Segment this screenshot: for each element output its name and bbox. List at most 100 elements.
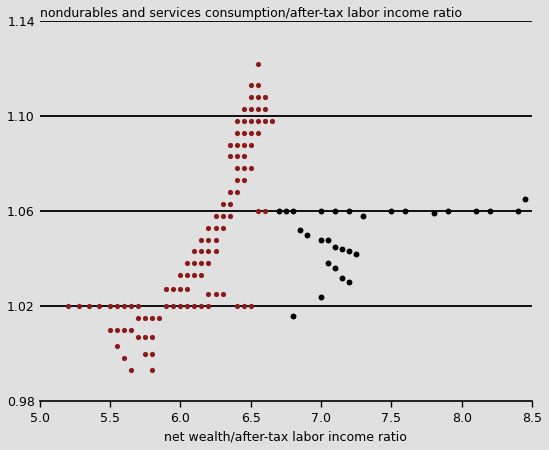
Point: [148, 350, 156, 357]
Point: [247, 129, 255, 136]
Point: [176, 302, 185, 310]
Point: [239, 153, 248, 160]
Point: [134, 302, 143, 310]
Point: [204, 236, 213, 243]
Point: [218, 212, 227, 220]
Point: [324, 236, 333, 243]
Point: [162, 302, 171, 310]
Point: [141, 333, 149, 341]
Point: [211, 248, 220, 255]
Point: [247, 302, 255, 310]
Point: [105, 326, 114, 333]
Point: [260, 105, 269, 112]
Point: [338, 246, 346, 253]
Point: [345, 248, 354, 255]
Point: [162, 286, 171, 293]
Point: [148, 367, 156, 374]
Point: [247, 165, 255, 172]
Point: [190, 260, 199, 267]
Point: [197, 260, 206, 267]
Point: [239, 117, 248, 125]
Point: [239, 141, 248, 148]
Point: [247, 81, 255, 89]
Point: [176, 272, 185, 279]
Point: [127, 367, 136, 374]
Point: [485, 207, 494, 215]
Point: [260, 117, 269, 125]
Point: [289, 312, 298, 319]
Point: [211, 212, 220, 220]
X-axis label: net wealth/after-tax labor income ratio: net wealth/after-tax labor income ratio: [165, 430, 407, 443]
Point: [232, 302, 241, 310]
Point: [232, 153, 241, 160]
Point: [330, 243, 339, 250]
Point: [204, 224, 213, 231]
Point: [239, 105, 248, 112]
Point: [253, 129, 262, 136]
Point: [232, 117, 241, 125]
Point: [247, 141, 255, 148]
Point: [401, 207, 410, 215]
Point: [218, 224, 227, 231]
Point: [338, 274, 346, 281]
Point: [443, 207, 452, 215]
Point: [520, 196, 529, 203]
Point: [183, 286, 192, 293]
Point: [218, 291, 227, 298]
Point: [148, 333, 156, 341]
Point: [113, 326, 121, 333]
Point: [176, 286, 185, 293]
Point: [295, 226, 304, 234]
Point: [239, 176, 248, 184]
Point: [85, 302, 93, 310]
Point: [232, 129, 241, 136]
Point: [317, 207, 326, 215]
Point: [324, 260, 333, 267]
Point: [232, 141, 241, 148]
Point: [183, 302, 192, 310]
Point: [204, 248, 213, 255]
Point: [239, 165, 248, 172]
Point: [155, 315, 164, 322]
Point: [113, 302, 121, 310]
Point: [330, 207, 339, 215]
Point: [141, 350, 149, 357]
Point: [94, 302, 103, 310]
Point: [211, 291, 220, 298]
Point: [120, 355, 128, 362]
Point: [197, 272, 206, 279]
Point: [247, 117, 255, 125]
Point: [232, 165, 241, 172]
Point: [247, 105, 255, 112]
Point: [253, 81, 262, 89]
Point: [120, 326, 128, 333]
Point: [247, 94, 255, 101]
Point: [253, 94, 262, 101]
Point: [75, 302, 83, 310]
Point: [345, 207, 354, 215]
Point: [260, 94, 269, 101]
Point: [345, 279, 354, 286]
Point: [197, 236, 206, 243]
Point: [239, 129, 248, 136]
Point: [169, 302, 178, 310]
Point: [183, 272, 192, 279]
Point: [232, 176, 241, 184]
Point: [183, 260, 192, 267]
Point: [253, 105, 262, 112]
Point: [120, 302, 128, 310]
Point: [317, 236, 326, 243]
Point: [253, 60, 262, 68]
Point: [514, 207, 523, 215]
Point: [472, 207, 480, 215]
Point: [429, 210, 438, 217]
Point: [225, 141, 234, 148]
Point: [302, 231, 311, 239]
Point: [218, 200, 227, 207]
Point: [359, 212, 368, 220]
Point: [330, 265, 339, 272]
Point: [253, 117, 262, 125]
Point: [148, 315, 156, 322]
Point: [197, 248, 206, 255]
Point: [204, 260, 213, 267]
